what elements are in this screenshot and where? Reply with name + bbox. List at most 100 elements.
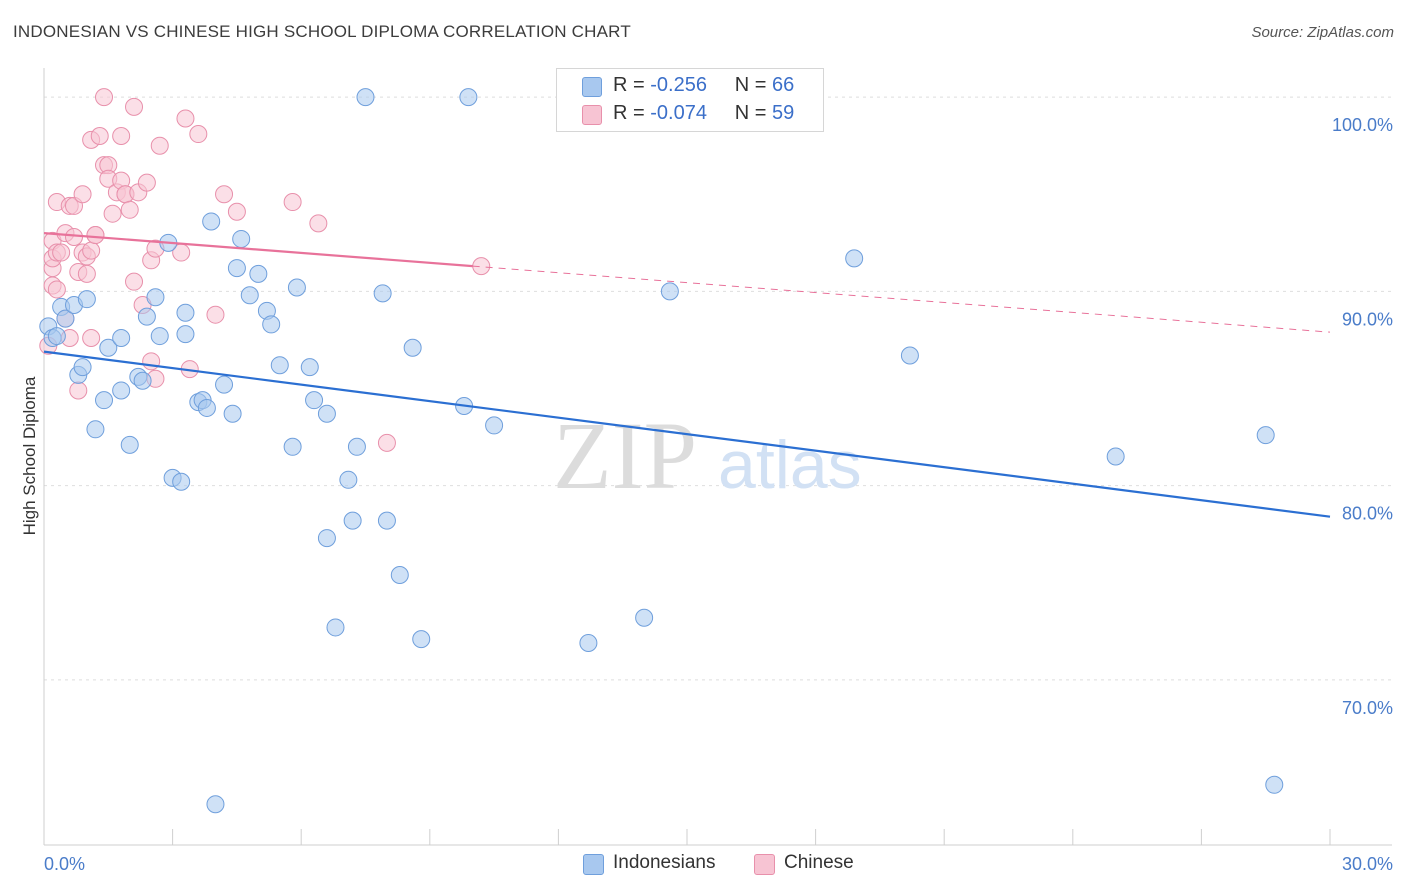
indonesians-point-40 xyxy=(287,278,306,297)
chinese-point-52 xyxy=(206,305,225,324)
chinese-point-42 xyxy=(137,173,156,192)
indonesians-point-52 xyxy=(390,565,409,584)
indonesians-point-45 xyxy=(326,618,345,637)
y-tick-label-80: 80.0% xyxy=(1342,504,1393,524)
indonesians-point-30 xyxy=(215,375,234,394)
x-ticks xyxy=(172,829,1331,845)
indonesians-point-64 xyxy=(1256,426,1275,445)
x-tick-labels: 0.0% 30.0% xyxy=(44,854,1393,874)
indonesians-point-9 xyxy=(86,420,105,439)
indonesians-point-22 xyxy=(172,472,191,491)
y-tick-labels: 70.0% 80.0% 90.0% 100.0% xyxy=(1332,115,1393,718)
indonesians-point-33 xyxy=(232,229,251,248)
chinese-point-51 xyxy=(189,125,208,144)
indonesians-point-42 xyxy=(305,391,324,410)
indonesians-point-44 xyxy=(317,404,336,423)
indonesians-point-59 xyxy=(635,608,654,627)
chinese-point-53 xyxy=(215,185,234,204)
indonesians-point-17 xyxy=(137,307,156,326)
indonesians-point-48 xyxy=(347,437,366,456)
chinese-point-38 xyxy=(125,272,144,291)
indonesians-point-19 xyxy=(150,327,169,346)
indonesians-point-62 xyxy=(900,346,919,365)
indonesians-point-28 xyxy=(202,212,221,231)
indonesians-point-46 xyxy=(339,470,358,489)
chinese-point-39 xyxy=(125,97,144,116)
indonesians-point-50 xyxy=(373,284,392,303)
indonesians-point-8 xyxy=(77,290,96,309)
indonesians-point-49 xyxy=(356,88,375,107)
indonesians-point-57 xyxy=(485,416,504,435)
indonesians-point-43 xyxy=(317,529,336,548)
chinese-point-25 xyxy=(86,226,105,245)
indonesians-point-35 xyxy=(249,264,268,283)
indonesians-point-34 xyxy=(240,286,259,305)
chinese-point-20 xyxy=(77,264,96,283)
chinese-point-8 xyxy=(52,243,71,262)
indonesians-point-11 xyxy=(99,338,118,357)
source-label: Source: ZipAtlas.com xyxy=(1251,24,1394,41)
indonesians-point-18 xyxy=(146,288,165,307)
watermark-zip: ZIP xyxy=(553,402,697,509)
chinese-trend-line-extension xyxy=(472,265,1331,333)
indonesians-point-13 xyxy=(112,329,131,348)
indonesians-point-65 xyxy=(1265,775,1284,794)
legend-r-value-chinese: -0.074 xyxy=(650,102,707,124)
watermark-atlas: atlas xyxy=(718,427,862,503)
chinese-point-55 xyxy=(283,193,302,212)
indonesians-point-7 xyxy=(73,358,92,377)
x-tick-label-1: 30.0% xyxy=(1342,854,1393,874)
indonesians-point-51 xyxy=(377,511,396,530)
chinese-point-16 xyxy=(69,381,88,400)
indonesians-point-29 xyxy=(206,795,225,814)
chinese-point-26 xyxy=(90,126,109,145)
indonesians-point-32 xyxy=(227,259,246,278)
indonesians-point-14 xyxy=(120,435,139,454)
axes xyxy=(43,68,1392,846)
indonesians-point-41 xyxy=(300,358,319,377)
indonesians-point-39 xyxy=(283,437,302,456)
chinese-point-14 xyxy=(65,227,84,246)
bottom-legend-label-indonesians: Indonesians xyxy=(613,852,716,873)
indonesians-point-56 xyxy=(459,88,478,107)
legend-n-label: N = xyxy=(734,102,767,124)
chinese-point-23 xyxy=(82,329,101,348)
indonesians-point-10 xyxy=(95,391,114,410)
indonesians-point-60 xyxy=(660,282,679,301)
legend-n-value-indonesians: 66 xyxy=(772,74,795,96)
indonesians-trend-line xyxy=(43,350,1331,518)
legend-swatch-chinese xyxy=(582,105,602,125)
legend-swatch-indonesians xyxy=(582,77,602,97)
y-axis-label: High School Diploma xyxy=(20,376,39,535)
chinese-point-21 xyxy=(82,241,101,260)
chinese-point-43 xyxy=(142,352,161,371)
chinese-point-6 xyxy=(47,280,66,299)
indonesians-point-58 xyxy=(579,633,598,652)
indonesians-point-31 xyxy=(223,404,242,423)
legend-text-chinese: R = -0.074 N = 59 xyxy=(613,102,794,125)
bottom-legend-swatch-indonesians xyxy=(583,854,604,875)
indonesians-points xyxy=(39,88,1284,814)
bottom-legend-swatch-chinese xyxy=(754,854,775,875)
chinese-point-54 xyxy=(227,202,246,221)
trend-lines xyxy=(43,232,1331,518)
indonesians-point-2 xyxy=(47,327,66,346)
bottom-legend-label-chinese: Chinese xyxy=(784,852,854,873)
gridlines xyxy=(44,96,1392,681)
watermark: ZIP atlas xyxy=(553,402,862,509)
chinese-trend-line xyxy=(43,232,473,268)
indonesians-point-24 xyxy=(176,325,195,344)
chinese-point-56 xyxy=(309,214,328,233)
y-tick-label-90: 90.0% xyxy=(1342,309,1393,329)
chinese-point-33 xyxy=(112,126,131,145)
indonesians-point-12 xyxy=(112,381,131,400)
chart-title: INDONESIAN VS CHINESE HIGH SCHOOL DIPLOM… xyxy=(13,22,631,41)
y-tick-label-100: 100.0% xyxy=(1332,115,1393,135)
legend-r-value-indonesians: -0.256 xyxy=(650,74,707,96)
legend-n-label: N = xyxy=(734,74,767,96)
indonesians-point-61 xyxy=(845,249,864,268)
legend-n-value-chinese: 59 xyxy=(772,102,795,124)
chinese-point-31 xyxy=(103,204,122,223)
legend-box: R = -0.256 N = 66 R = -0.074 N = 59 xyxy=(556,68,824,132)
